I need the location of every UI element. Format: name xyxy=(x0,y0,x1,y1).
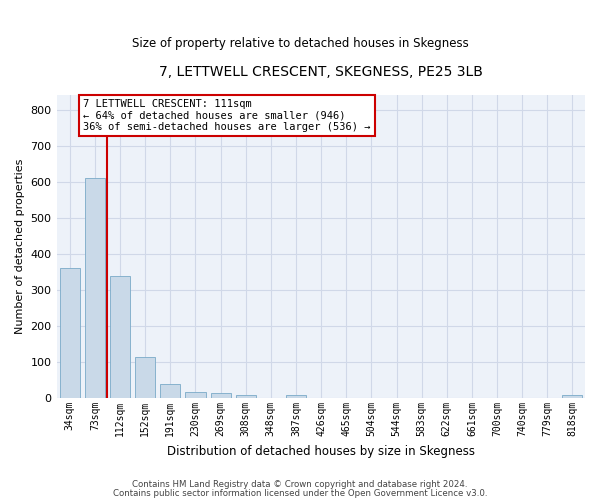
Bar xyxy=(236,395,256,398)
Bar xyxy=(60,268,80,398)
Y-axis label: Number of detached properties: Number of detached properties xyxy=(15,159,25,334)
Bar xyxy=(185,392,206,398)
Bar xyxy=(211,392,230,398)
Text: 7 LETTWELL CRESCENT: 111sqm
← 64% of detached houses are smaller (946)
36% of se: 7 LETTWELL CRESCENT: 111sqm ← 64% of det… xyxy=(83,99,370,132)
Title: 7, LETTWELL CRESCENT, SKEGNESS, PE25 3LB: 7, LETTWELL CRESCENT, SKEGNESS, PE25 3LB xyxy=(159,65,483,79)
Bar xyxy=(110,276,130,398)
Text: Contains HM Land Registry data © Crown copyright and database right 2024.: Contains HM Land Registry data © Crown c… xyxy=(132,480,468,489)
Text: Size of property relative to detached houses in Skegness: Size of property relative to detached ho… xyxy=(131,38,469,51)
Bar xyxy=(562,396,583,398)
Bar xyxy=(85,178,105,398)
Text: Contains public sector information licensed under the Open Government Licence v3: Contains public sector information licen… xyxy=(113,489,487,498)
Bar xyxy=(286,395,306,398)
Bar xyxy=(135,356,155,398)
Bar xyxy=(160,384,181,398)
X-axis label: Distribution of detached houses by size in Skegness: Distribution of detached houses by size … xyxy=(167,444,475,458)
